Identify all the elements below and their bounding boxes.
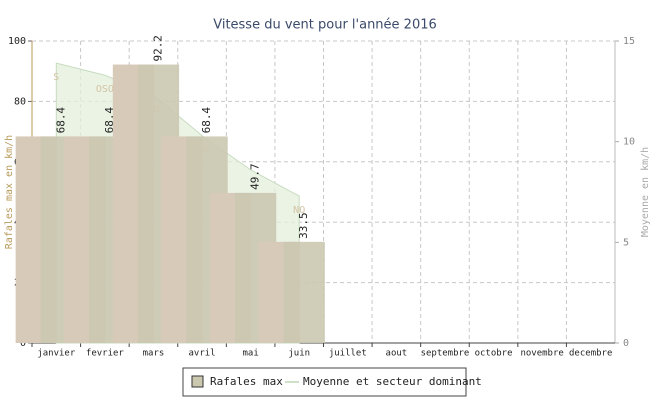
value-label: 68.4: [54, 107, 67, 134]
chart-title: Vitesse du vent pour l'année 2016: [213, 18, 437, 33]
bar: [283, 241, 325, 343]
sector-label: OSO: [96, 84, 114, 95]
x-tick-label: janvier: [37, 349, 76, 359]
value-label: 68.4: [200, 107, 213, 134]
x-tick-label: novembre: [520, 349, 563, 359]
legend-swatch: [191, 375, 204, 388]
y2-tick-label: 0: [623, 338, 629, 349]
x-tick-label: avril: [188, 349, 215, 359]
sector-label: S: [53, 72, 59, 83]
y-tick-label: 0: [20, 338, 26, 349]
y2-axis-label: Moyenne en km/h: [640, 147, 650, 237]
legend-label: Rafales max: [210, 375, 283, 388]
x-tick-label: mars: [143, 349, 165, 359]
value-label: 49.7: [249, 163, 262, 190]
value-label: 68.4: [103, 107, 116, 134]
y2-tick-label: 5: [623, 237, 629, 248]
y-axis-label: Rafales max en km/h: [4, 135, 15, 249]
y-tick-label: 100: [8, 36, 26, 47]
x-tick-label: decembre: [569, 349, 612, 359]
x-tick-label: juillet: [329, 349, 367, 359]
x-tick-label: juin: [288, 349, 310, 359]
y2-tick-label: 15: [623, 36, 635, 47]
x-tick-label: mai: [242, 349, 258, 359]
y-tick-label: 80: [14, 96, 26, 107]
x-tick-label: aout: [386, 349, 408, 359]
x-tick-label: fevrier: [86, 349, 125, 359]
sector-label: NO: [293, 205, 305, 216]
y2-tick-label: 10: [623, 137, 635, 148]
legend: [182, 367, 467, 397]
x-tick-label: septembre: [421, 349, 470, 359]
value-label: 92.2: [151, 35, 164, 62]
legend-label: Moyenne et secteur dominant: [303, 375, 482, 388]
x-tick-label: octobre: [475, 349, 513, 359]
value-label: 33.5: [297, 212, 310, 239]
